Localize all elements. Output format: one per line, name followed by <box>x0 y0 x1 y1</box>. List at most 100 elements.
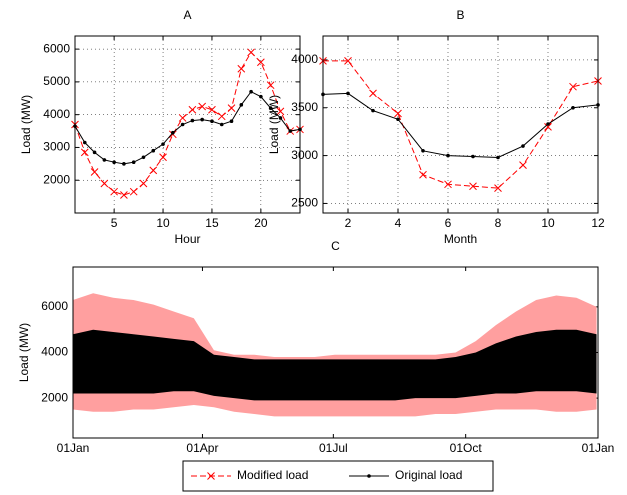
marker-dot <box>521 144 525 148</box>
y-tick-label: 3500 <box>291 100 318 114</box>
x-tick-label: 10 <box>541 216 555 230</box>
legend-box <box>182 460 494 492</box>
marker-x <box>569 82 577 91</box>
marker-dot <box>180 122 185 127</box>
marker-dot <box>496 155 500 160</box>
marker-x <box>159 153 167 162</box>
x-tick-label: 20 <box>254 216 268 230</box>
marker-dot <box>190 118 195 123</box>
marker-x <box>519 161 527 170</box>
axes-box <box>322 35 599 214</box>
marker-dot <box>396 117 400 122</box>
marker-x <box>266 81 275 90</box>
x-tick-label: 10 <box>156 216 170 230</box>
marker-x <box>129 187 138 196</box>
marker-dot <box>268 106 273 110</box>
series-line <box>323 60 598 189</box>
y-tick-label: 2500 <box>291 196 318 210</box>
marker-dot <box>249 89 253 94</box>
marker-x <box>257 58 265 67</box>
series-line <box>323 92 598 159</box>
marker-dot <box>421 149 425 153</box>
y-tick-label: 4000 <box>43 107 70 121</box>
marker-x <box>90 168 99 176</box>
marker-x <box>227 104 236 112</box>
x-tick-label: 4 <box>395 216 402 230</box>
y-tick-label: 6000 <box>41 299 68 313</box>
marker-x <box>494 184 502 192</box>
legend-label: Modified load <box>237 468 308 482</box>
y-tick-label: 2000 <box>41 390 68 404</box>
panel-title: B <box>456 8 464 22</box>
marker-x <box>394 109 402 118</box>
marker-dot <box>122 162 126 166</box>
marker-dot <box>82 140 87 145</box>
axes-box <box>72 266 599 439</box>
x-tick-label: 01Jan <box>582 441 615 455</box>
marker-dot <box>371 108 375 113</box>
x-tick-label: 01Apr <box>186 441 218 455</box>
marker-x <box>544 123 552 131</box>
x-tick-label: 01Jan <box>57 441 90 455</box>
y-tick-label: 3000 <box>43 140 70 154</box>
x-axis-label: Hour <box>174 232 200 246</box>
x-tick-label: 01Oct <box>450 441 483 455</box>
marker-dot <box>259 94 263 99</box>
marker-x <box>100 179 109 188</box>
x-tick-label: 12 <box>591 216 605 230</box>
marker-x <box>217 112 226 121</box>
x-tick-label: 5 <box>111 216 118 230</box>
y-tick-label: 4000 <box>291 52 318 66</box>
marker-x <box>149 166 158 175</box>
axes-box <box>74 35 301 214</box>
marker-x <box>120 191 128 199</box>
x-tick-label: 6 <box>445 216 452 230</box>
marker-dot <box>239 103 244 107</box>
marker-dot <box>219 122 224 127</box>
panel-title: C <box>331 239 340 253</box>
marker-dot <box>346 91 350 96</box>
marker-x <box>276 107 285 116</box>
marker-x <box>178 114 187 122</box>
x-tick-label: 01Jul <box>319 441 348 455</box>
load-band <box>73 329 597 401</box>
x-tick-label: 8 <box>495 216 502 230</box>
y-tick-label: 4000 <box>41 345 68 359</box>
marker-dot <box>161 142 165 146</box>
marker-dot <box>102 158 107 162</box>
marker-x <box>188 105 197 114</box>
x-axis-label: Month <box>444 232 477 246</box>
marker-dot <box>131 160 136 164</box>
marker-x <box>444 180 452 189</box>
marker-dot <box>112 160 116 164</box>
marker-x <box>247 48 255 57</box>
x-tick-label: 2 <box>345 216 352 230</box>
marker-dot <box>288 129 293 133</box>
marker-dot <box>200 117 204 122</box>
marker-dot <box>151 148 156 153</box>
y-tick-label: 5000 <box>43 74 70 88</box>
x-tick-label: 15 <box>205 216 219 230</box>
marker-x <box>139 179 148 188</box>
marker-x <box>344 57 352 65</box>
y-axis-label: Load (MW) <box>19 95 33 154</box>
marker-x <box>208 105 216 114</box>
y-tick-label: 3000 <box>291 148 318 162</box>
marker-dot <box>229 119 234 124</box>
legend-label: Original load <box>395 468 462 482</box>
marker-x <box>80 148 89 157</box>
marker-dot <box>171 130 175 135</box>
y-axis-label: Load (MW) <box>267 95 281 154</box>
marker-dot <box>210 119 214 124</box>
marker-x <box>469 182 477 191</box>
y-axis-label: Load (MW) <box>17 323 31 382</box>
marker-dot <box>92 150 97 155</box>
marker-x <box>237 64 246 73</box>
marker-dot <box>471 154 475 159</box>
marker-dot <box>546 122 550 126</box>
legend-marker <box>367 474 371 478</box>
y-tick-label: 6000 <box>43 41 70 55</box>
y-tick-label: 2000 <box>43 172 70 186</box>
